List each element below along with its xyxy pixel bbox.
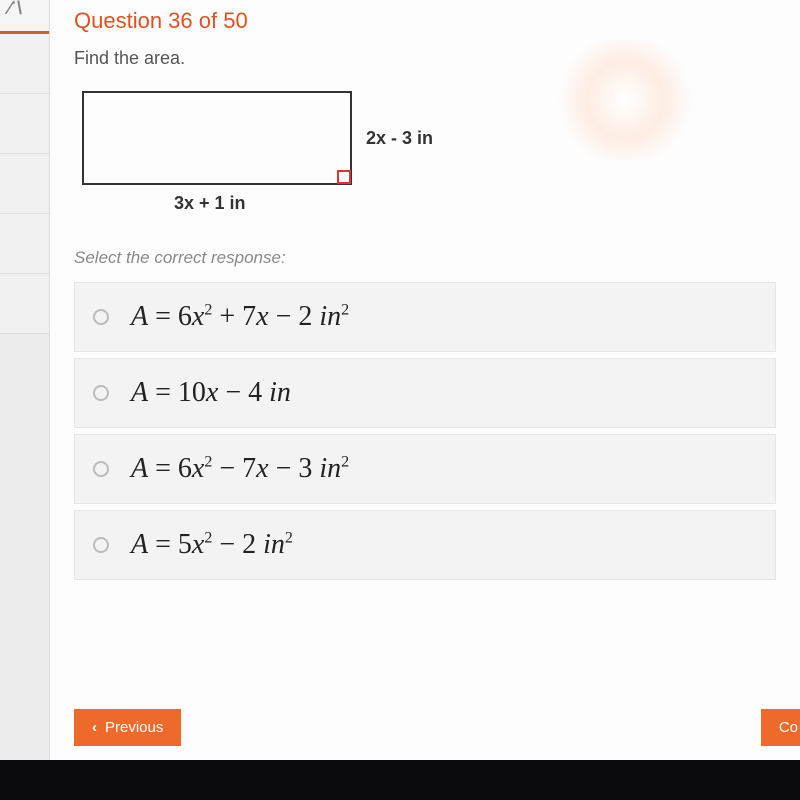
answer-option[interactable]: A = 5x2 − 2 in2 — [74, 510, 776, 580]
radio-icon[interactable] — [93, 309, 109, 325]
sidebar-item[interactable] — [0, 214, 49, 274]
option-math: A = 6x2 + 7x − 2 in2 — [131, 301, 349, 333]
option-math: A = 10x − 4 in — [131, 377, 291, 409]
option-math: A = 6x2 − 7x − 3 in2 — [131, 453, 349, 485]
button-bar: ‹ Previous Co — [74, 709, 800, 746]
continue-button[interactable]: Co — [761, 709, 800, 746]
radio-icon[interactable] — [93, 537, 109, 553]
sidebar: ∕ˈ\ — [0, 0, 50, 760]
option-math: A = 5x2 − 2 in2 — [131, 529, 293, 561]
answer-option[interactable]: A = 6x2 − 7x − 3 in2 — [74, 434, 776, 504]
sidebar-item[interactable] — [0, 34, 49, 94]
continue-label: Co — [779, 719, 798, 736]
sidebar-item[interactable] — [0, 94, 49, 154]
question-prompt: Find the area. — [74, 48, 776, 69]
previous-label: Previous — [105, 719, 163, 736]
height-label: 2x - 3 in — [366, 128, 433, 149]
app-frame: ∕ˈ\ Question 36 of 50 Find the area. 2x … — [0, 0, 800, 760]
main-panel: Question 36 of 50 Find the area. 2x - 3 … — [50, 0, 800, 760]
answer-option[interactable]: A = 10x − 4 in — [74, 358, 776, 428]
figure-area: 2x - 3 in — [74, 91, 776, 185]
sidebar-item[interactable] — [0, 274, 49, 334]
width-label: 3x + 1 in — [174, 193, 776, 214]
right-angle-icon — [337, 170, 351, 184]
radio-icon[interactable] — [93, 385, 109, 401]
sidebar-item[interactable] — [0, 154, 49, 214]
sidebar-logo-block: ∕ˈ\ — [0, 0, 49, 34]
rectangle-shape — [82, 91, 352, 185]
device-bezel — [0, 760, 800, 800]
select-prompt: Select the correct response: — [74, 248, 776, 268]
radio-icon[interactable] — [93, 461, 109, 477]
answer-option[interactable]: A = 6x2 + 7x − 2 in2 — [74, 282, 776, 352]
previous-button[interactable]: ‹ Previous — [74, 709, 181, 746]
logo-icon: ∕ˈ\ — [8, 0, 22, 19]
question-number: Question 36 of 50 — [74, 8, 776, 34]
chevron-left-icon: ‹ — [92, 719, 97, 736]
